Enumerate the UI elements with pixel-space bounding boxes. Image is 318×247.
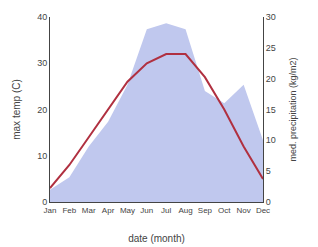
svg-text:Mar: Mar [82, 206, 96, 215]
svg-text:Nov: Nov [237, 206, 251, 215]
svg-text:15: 15 [266, 105, 276, 115]
svg-text:40: 40 [37, 12, 47, 22]
svg-text:Oct: Oct [218, 206, 231, 215]
svg-text:5: 5 [266, 166, 271, 176]
svg-text:Jan: Jan [44, 206, 57, 215]
svg-text:0: 0 [42, 197, 47, 207]
svg-text:Jul: Jul [161, 206, 171, 215]
svg-text:20: 20 [266, 74, 276, 84]
svg-text:May: May [120, 206, 135, 215]
svg-text:Jun: Jun [140, 206, 153, 215]
svg-text:Dec: Dec [256, 206, 270, 215]
svg-text:max temp (C): max temp (C) [11, 79, 22, 140]
svg-text:Sep: Sep [198, 206, 213, 215]
svg-text:20: 20 [37, 105, 47, 115]
svg-text:date (month): date (month) [128, 233, 185, 244]
svg-text:10: 10 [37, 151, 47, 161]
svg-text:Feb: Feb [62, 206, 76, 215]
svg-text:30: 30 [37, 58, 47, 68]
svg-text:Apr: Apr [102, 206, 115, 215]
svg-text:Aug: Aug [178, 206, 192, 215]
svg-text:25: 25 [266, 43, 276, 53]
svg-text:30: 30 [266, 12, 276, 22]
svg-text:med. precipitation (kg/m2): med. precipitation (kg/m2) [288, 57, 298, 161]
svg-text:0: 0 [266, 197, 271, 207]
svg-text:10: 10 [266, 135, 276, 145]
